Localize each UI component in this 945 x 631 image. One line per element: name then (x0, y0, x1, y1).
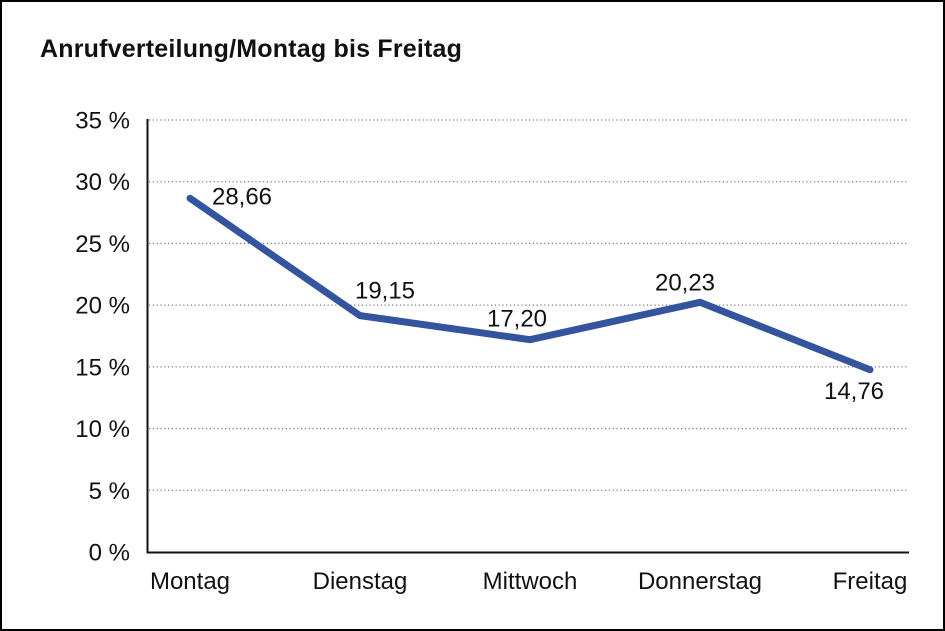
data-point-label: 17,20 (487, 306, 547, 333)
x-category-label: Dienstag (313, 568, 408, 595)
y-tick-label: 0 % (89, 540, 130, 567)
y-tick-label: 15 % (75, 354, 130, 381)
data-point-label: 20,23 (655, 269, 715, 296)
y-tick-label: 10 % (75, 416, 130, 443)
y-tick-label: 5 % (89, 478, 130, 505)
x-category-label: Montag (150, 568, 230, 595)
chart-title: Anrufverteilung/Montag bis Freitag (40, 35, 463, 63)
x-category-label: Mittwoch (483, 568, 578, 595)
data-line-series (186, 194, 874, 374)
y-tick-label: 30 % (75, 169, 130, 196)
y-tick-label: 20 % (75, 293, 130, 320)
data-point-label: 28,66 (212, 183, 272, 210)
x-category-label: Freitag (833, 568, 908, 595)
data-point-label: 14,76 (824, 378, 884, 405)
y-tick-label: 25 % (75, 231, 130, 258)
y-tick-label: 35 % (75, 108, 130, 135)
data-point-label: 19,15 (355, 278, 415, 305)
x-category-label: Donnerstag (638, 568, 762, 595)
